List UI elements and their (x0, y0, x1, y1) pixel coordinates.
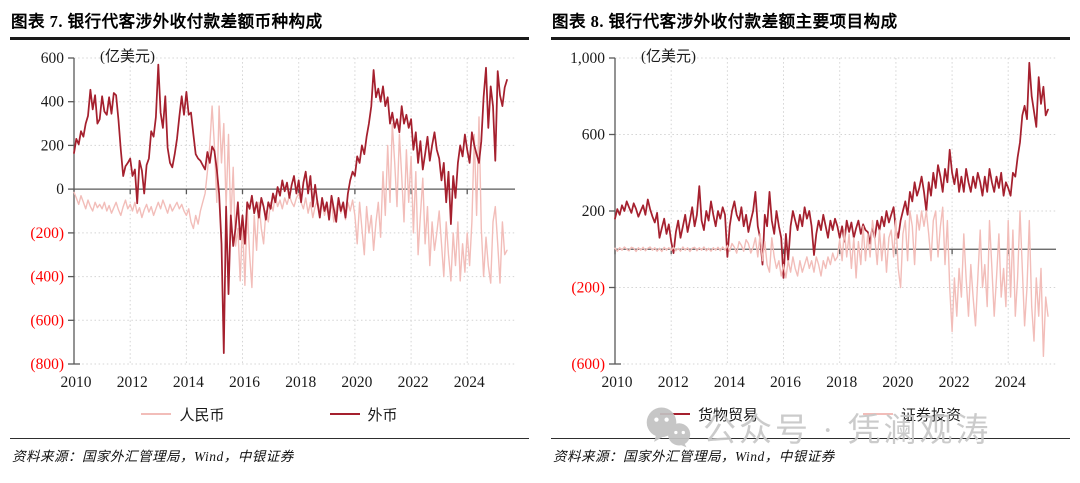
svg-text:2018: 2018 (826, 374, 857, 391)
chart7-legend: 人民币 外币 (10, 404, 529, 425)
foreign-currency-line-swatch (329, 412, 360, 416)
chart8-title: 图表 8. 银行代客涉外收付款差额主要项目构成 (552, 12, 898, 31)
legend-item-goods-trade: 货物贸易 (659, 404, 758, 425)
svg-text:2016: 2016 (229, 374, 260, 391)
series-line-0 (614, 61, 1049, 279)
portfolio-investment-legend-label: 证券投资 (901, 407, 962, 424)
legend-item-rmb: 人民币 (141, 404, 225, 425)
svg-text:(400): (400) (30, 268, 64, 285)
chart8-source-rule (551, 437, 1070, 440)
svg-text:2012: 2012 (658, 374, 689, 391)
svg-text:200: 200 (582, 203, 606, 220)
chart7-title: 图表 7. 银行代客涉外收付款差额币种构成 (11, 12, 323, 31)
svg-text:2024: 2024 (995, 374, 1026, 391)
svg-text:(200): (200) (571, 279, 605, 296)
axes (68, 56, 515, 365)
panel-chart-8: 图表 8. 银行代客涉外收付款差额主要项目构成 (亿美元) 1,000 600 20… (551, 5, 1070, 465)
chart7-title-rule (10, 37, 529, 40)
svg-text:2024: 2024 (454, 374, 485, 391)
svg-text:2010: 2010 (61, 374, 92, 391)
foreign-currency-legend-label: 外币 (367, 407, 398, 424)
panel-chart-7: 图表 7. 银行代客涉外收付款差额币种构成 (亿美元) 600 400 200 0 (2… (10, 5, 529, 465)
gridlines (74, 57, 515, 364)
svg-text:0: 0 (56, 181, 64, 198)
svg-text:(600): (600) (30, 312, 64, 329)
chart8-legend: 货物贸易 证券投资 (551, 404, 1070, 425)
chart7-unit-label: (亿美元) (100, 48, 155, 65)
chart7-source: 资料来源：国家外汇管理局，Wind，中银证券 (12, 449, 294, 465)
legend-item-portfolio-investment: 证券投资 (863, 404, 961, 425)
chart8-area: (亿美元) 1,000 600 200 (200) (600) 2010 2012 2014 2… (551, 44, 1070, 425)
svg-text:2012: 2012 (117, 374, 148, 391)
chart8-unit-label: (亿美元) (641, 48, 696, 65)
chart8-source: 资料来源：国家外汇管理局，Wind，中银证券 (553, 449, 835, 465)
chart7-plot: 600 400 200 0 (200) (400) (600) (800)2010 2012 20… (30, 50, 515, 391)
series-line-0 (73, 104, 508, 288)
goods-trade-line-swatch (659, 412, 690, 416)
svg-text:2016: 2016 (770, 374, 801, 391)
rmb-line-swatch (141, 412, 172, 416)
svg-text:1,000: 1,000 (570, 50, 605, 67)
series-line-1 (73, 63, 508, 354)
svg-text:(600): (600) (571, 356, 605, 373)
chart8-title-rule (551, 37, 1070, 40)
svg-text:600: 600 (41, 50, 65, 67)
svg-text:2020: 2020 (882, 374, 913, 391)
rmb-legend-label: 人民币 (179, 407, 225, 424)
goods-trade-legend-label: 货物贸易 (697, 407, 758, 424)
chart7-area: (亿美元) 600 400 200 0 (200) (400) (600) (800) 2010… (10, 44, 529, 425)
series-line-1 (614, 205, 1049, 357)
svg-text:2020: 2020 (341, 374, 372, 391)
svg-text:2022: 2022 (939, 374, 970, 391)
svg-text:2022: 2022 (398, 374, 429, 391)
report-figure-strip: 图表 7. 银行代客涉外收付款差额币种构成 (亿美元) 600 400 200 0 (2… (10, 5, 1070, 465)
legend-item-foreign-currency: 外币 (329, 404, 398, 425)
gridlines (615, 57, 1056, 364)
chart7-source-rule (10, 437, 529, 440)
svg-text:200: 200 (41, 137, 65, 154)
svg-text:2010: 2010 (602, 374, 633, 391)
axis-labels: 600 400 200 0 (200) (400) (600) (800)2010 2012 20… (30, 50, 485, 391)
svg-text:600: 600 (582, 126, 606, 143)
svg-text:400: 400 (41, 93, 65, 110)
axis-labels: 1,000 600 200 (200) (600)2010 2012 2014 2016 201… (570, 50, 1026, 391)
svg-text:(800): (800) (30, 356, 64, 373)
portfolio-investment-line-swatch (863, 412, 893, 416)
chart8-plot: 1,000 600 200 (200) (600)2010 2012 2014 2016 201… (570, 50, 1056, 391)
svg-text:2014: 2014 (714, 374, 745, 391)
svg-text:(200): (200) (30, 224, 64, 241)
svg-text:2018: 2018 (285, 374, 316, 391)
svg-text:2014: 2014 (173, 374, 204, 391)
